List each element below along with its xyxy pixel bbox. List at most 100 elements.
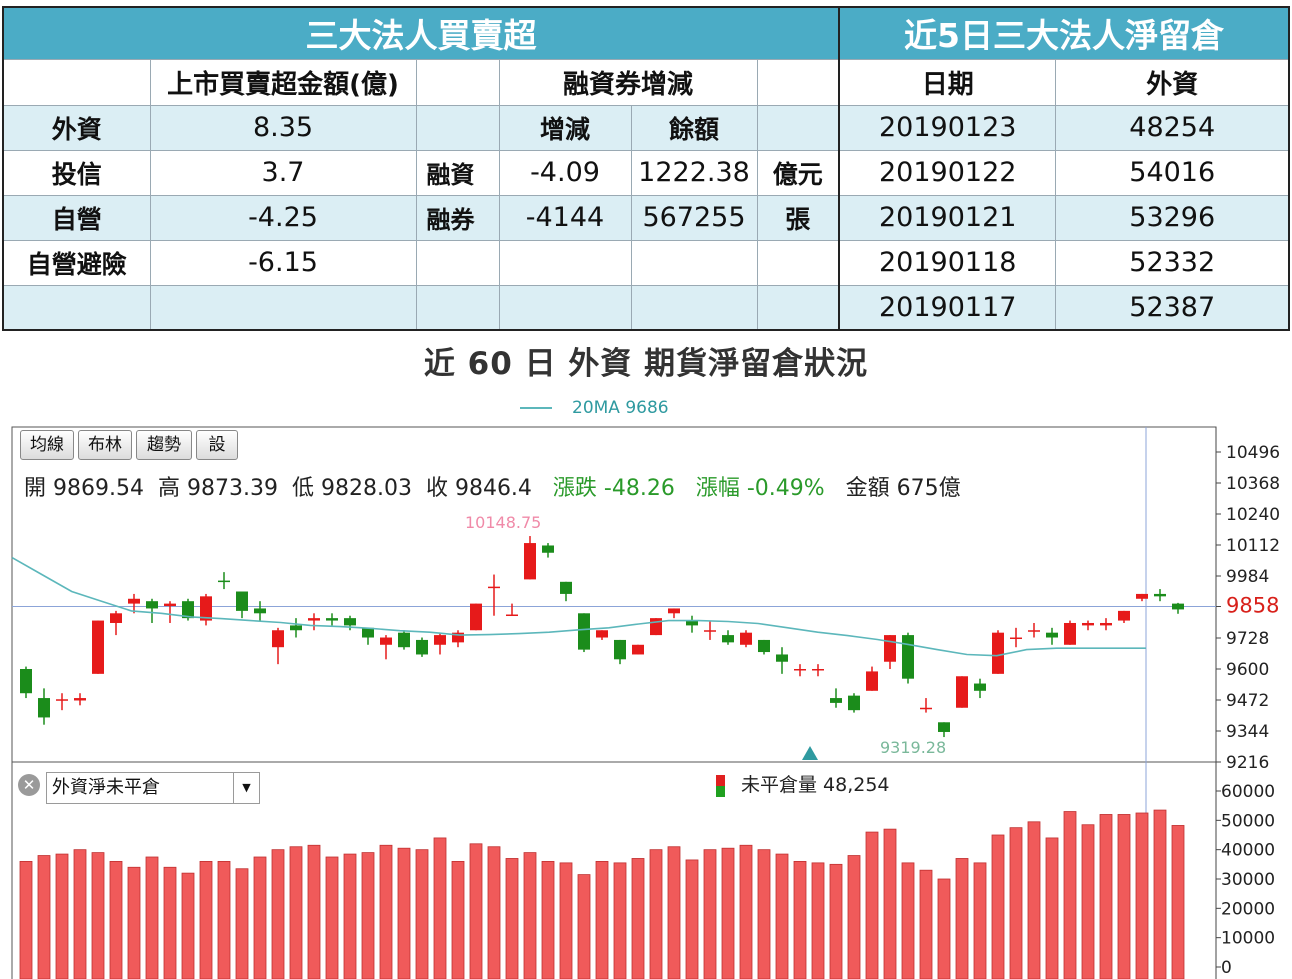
candle-body xyxy=(290,625,302,631)
price-tick-label: 10112 xyxy=(1226,536,1280,556)
chevron-down-icon[interactable]: ▼ xyxy=(233,773,259,803)
candle-body xyxy=(668,608,680,614)
high-value: 高 9873.39 xyxy=(157,476,278,501)
oi-bar xyxy=(901,862,915,979)
candle-body xyxy=(164,603,176,607)
candle-body xyxy=(1100,622,1112,626)
empty-cell xyxy=(2,58,151,106)
candle-body xyxy=(974,683,986,691)
oi-bar xyxy=(253,856,267,979)
oi-bar xyxy=(1117,814,1131,979)
candle-body xyxy=(776,654,788,662)
candle-body xyxy=(110,613,122,623)
oi-bar xyxy=(685,859,699,979)
candle-body xyxy=(272,630,284,648)
empty-cell xyxy=(630,239,758,286)
high-annotation: 10148.75 xyxy=(465,513,541,532)
oi-bar xyxy=(757,849,771,979)
foreign-cell: 52332 xyxy=(1055,239,1290,286)
candle-body xyxy=(74,698,86,701)
foreign-cell: 48254 xyxy=(1055,104,1290,151)
trend-button[interactable]: 趨勢 xyxy=(136,430,192,460)
date-cell: 20190121 xyxy=(838,194,1057,241)
empty-cell xyxy=(498,239,632,286)
candle-body xyxy=(1082,622,1094,626)
ma20-line xyxy=(11,556,1146,657)
oi-bar xyxy=(325,856,339,979)
margin-balance-cell: 1222.38 xyxy=(630,149,758,196)
margin-type-label: 融券 xyxy=(415,194,500,241)
oi-bar xyxy=(541,860,555,979)
price-tick-label: 9984 xyxy=(1226,567,1269,587)
oi-bar xyxy=(883,828,897,979)
oi-bar xyxy=(37,855,51,979)
candle-body xyxy=(20,669,32,694)
price-tick-label: 9728 xyxy=(1226,629,1269,649)
candle-body xyxy=(434,635,446,645)
oi-bar xyxy=(829,863,843,979)
oi-bar xyxy=(163,866,177,979)
close-value: 收 9846.4 xyxy=(425,476,532,501)
ohlc-readout: 開 9869.54 高 9873.39 低 9828.03 收 9846.4 漲… xyxy=(24,470,961,502)
candle-body xyxy=(398,632,410,648)
amount-cell: -4.25 xyxy=(149,194,417,241)
candle-body xyxy=(1118,610,1130,621)
empty-cell xyxy=(498,284,632,331)
candle-body xyxy=(686,620,698,626)
bollinger-button[interactable]: 布林 xyxy=(78,430,132,460)
turnover-value: 金額 675億 xyxy=(845,476,961,501)
candle-body xyxy=(254,608,266,614)
margin-balance-cell: 567255 xyxy=(630,194,758,241)
oi-bar xyxy=(379,844,393,979)
candle-body xyxy=(794,669,806,671)
oi-bar xyxy=(235,868,249,979)
ma-legend: 20MA 9686 xyxy=(520,398,669,418)
left-table-title: 三大法人買賣超 xyxy=(2,6,840,60)
open-value: 開 9869.54 xyxy=(24,476,144,501)
oi-bar xyxy=(865,831,879,979)
oi-bar xyxy=(1027,821,1041,979)
oi-bar xyxy=(1063,811,1077,979)
oi-bar xyxy=(1045,837,1059,979)
candle-body xyxy=(524,543,536,580)
margin-header: 融資券增減 xyxy=(498,58,758,106)
margin-unit-cell: 億元 xyxy=(756,149,840,196)
indicator-select[interactable]: 外資淨未平倉 ▼ xyxy=(46,772,260,804)
oi-bar xyxy=(919,869,933,979)
date-header: 日期 xyxy=(838,58,1057,106)
candle-body xyxy=(884,635,896,662)
open-interest-legend: 未平倉量 48,254 xyxy=(716,770,890,797)
settings-button[interactable]: 設 xyxy=(196,430,238,460)
foreign-cell: 54016 xyxy=(1055,149,1290,196)
change-value: 漲跌 -48.26 xyxy=(552,476,675,501)
oi-bar xyxy=(433,837,447,979)
candle-body xyxy=(596,630,608,638)
low-value: 低 9828.03 xyxy=(291,476,412,501)
oi-bar xyxy=(595,860,609,979)
date-cell: 20190122 xyxy=(838,149,1057,196)
empty-cell xyxy=(756,284,840,331)
candle-body xyxy=(632,644,644,655)
price-tick-label: 9858 xyxy=(1226,594,1279,618)
date-cell: 20190117 xyxy=(838,284,1057,331)
candle-body xyxy=(812,669,824,671)
foreign-cell: 53296 xyxy=(1055,194,1290,241)
oi-tick-label: 10000 xyxy=(1221,929,1275,949)
oi-bar xyxy=(199,860,213,979)
amount-cell: 3.7 xyxy=(149,149,417,196)
oi-tick-label: 20000 xyxy=(1221,899,1275,919)
pct-value: 漲幅 -0.49% xyxy=(695,476,825,501)
oi-tick-label: 50000 xyxy=(1221,811,1275,831)
change-subheader: 增減 xyxy=(498,104,632,151)
ma-button[interactable]: 均線 xyxy=(20,430,74,460)
foreign-cell: 52387 xyxy=(1055,284,1290,331)
margin-change-cell: -4144 xyxy=(498,194,632,241)
oi-bar xyxy=(145,856,159,979)
candle-body xyxy=(38,698,50,718)
oi-bar xyxy=(73,849,87,979)
oi-bar xyxy=(721,847,735,979)
oi-bar xyxy=(667,846,681,979)
oi-tick-label: 30000 xyxy=(1221,870,1275,890)
oi-bar xyxy=(307,844,321,979)
close-panel-icon[interactable]: ✕ xyxy=(18,774,40,796)
